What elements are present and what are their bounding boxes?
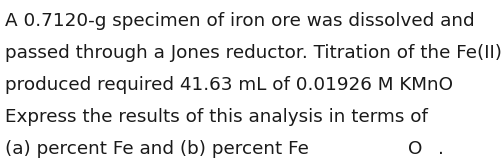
Text: A 0.7120-g specimen of iron ore was dissolved and: A 0.7120-g specimen of iron ore was diss… bbox=[5, 12, 474, 30]
Text: passed through a Jones reductor. Titration of the Fe(II): passed through a Jones reductor. Titrati… bbox=[5, 44, 501, 62]
Text: O: O bbox=[407, 140, 422, 158]
Text: Express the results of this analysis in terms of: Express the results of this analysis in … bbox=[5, 108, 427, 126]
Text: (a) percent Fe and (b) percent Fe: (a) percent Fe and (b) percent Fe bbox=[5, 140, 308, 158]
Text: .: . bbox=[437, 140, 442, 158]
Text: produced required 41.63 mL of 0.01926 M KMnO: produced required 41.63 mL of 0.01926 M … bbox=[5, 76, 452, 94]
